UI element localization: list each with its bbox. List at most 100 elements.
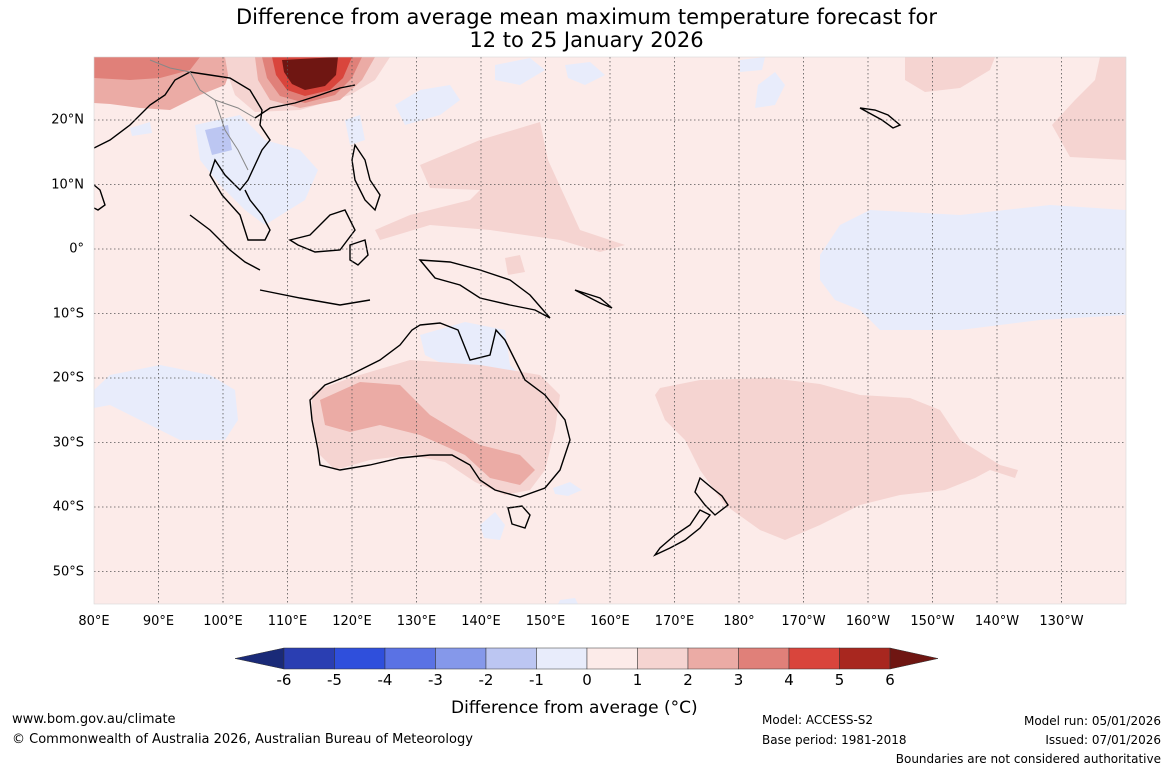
- colorbar-tick-label: -4: [377, 671, 393, 689]
- copyright-notice: © Commonwealth of Australia 2026, Austra…: [12, 732, 473, 747]
- coast-india: [94, 184, 106, 211]
- colorbar-title: Difference from average (°C): [451, 698, 698, 718]
- chart-title-line1: Difference from average mean maximum tem…: [236, 5, 937, 29]
- cool-patch-north-1: [495, 58, 545, 85]
- longitude-label: 140°E: [461, 614, 501, 629]
- cool-region-indian-ocean: [94, 365, 238, 440]
- warm-region-western-australia-core: [320, 382, 535, 485]
- longitude-label: 150°E: [525, 614, 566, 629]
- warm-region-north-pacific: [905, 57, 995, 92]
- cool-patch-north-4: [755, 72, 785, 108]
- colorbar-tick-label: -6: [276, 671, 292, 689]
- warm-region-core-max: [282, 57, 338, 90]
- border-himalaya: [149, 59, 191, 73]
- colorbar-tick-label: -3: [428, 671, 443, 689]
- colorbar-tick-label: 1: [632, 671, 643, 689]
- cool-region-central-pacific: [820, 205, 1126, 330]
- cool-region-thailand: [205, 125, 232, 155]
- colorbar-tick-label: -2: [478, 671, 494, 689]
- warm-region-south-pacific: [655, 378, 1018, 540]
- colorbar-tick-label: 4: [784, 671, 794, 689]
- coast-java: [259, 289, 371, 306]
- map-frame: [93, 56, 1127, 605]
- longitude-label: 180°: [723, 614, 755, 629]
- colorbar-swatch: [283, 647, 335, 670]
- graticule: [94, 57, 1126, 604]
- coast-new-guinea: [418, 259, 551, 319]
- cool-patch-philippines: [345, 115, 365, 145]
- latitude-label: 50°S: [52, 564, 84, 579]
- colorbar-tick-label: -1: [529, 671, 544, 689]
- colorbar-swatch: [334, 647, 386, 670]
- warm-patch-new-guinea: [505, 255, 525, 275]
- chart-title-line2: 12 to 25 January 2026: [469, 28, 704, 52]
- colorbar-swatch: [738, 647, 790, 670]
- colorbar-tick-label: 3: [733, 671, 744, 689]
- latitude-label: 20°N: [51, 112, 84, 128]
- latitude-label: 20°S: [52, 370, 84, 386]
- colorbar-title-prefix: Difference from average (: [451, 698, 671, 718]
- cool-patch-tasman: [553, 482, 582, 496]
- coast-australia: [309, 322, 571, 498]
- latitude-label: 30°S: [52, 435, 84, 450]
- colorbar-swatch: [536, 647, 588, 670]
- longitude-label: 120°E: [332, 614, 372, 629]
- coast-borneo: [288, 209, 356, 253]
- model-run-date: Model run: 05/01/2026: [1023, 714, 1161, 728]
- coast-sulawesi: [349, 239, 369, 266]
- warm-region-inland-china: [94, 57, 200, 80]
- base-period: Base period: 1981-2018: [762, 733, 907, 747]
- longitude-label: 130°W: [1039, 614, 1084, 629]
- colorbar-swatch: [485, 647, 537, 670]
- coast-nz-south-island: [652, 509, 712, 557]
- issued-date: Issued: 07/01/2026: [1045, 733, 1161, 747]
- coast-southeast-asia: [94, 71, 271, 241]
- longitude-label: 100°E: [203, 614, 243, 629]
- colorbar: [234, 647, 939, 670]
- bom-url-link[interactable]: www.bom.gov.au/climate: [12, 712, 176, 727]
- cool-patch-bay-of-bengal: [130, 122, 152, 136]
- latitude-label: 10°S: [52, 306, 84, 321]
- model-name: Model: ACCESS-S2: [762, 713, 874, 727]
- coast-solomon-islands: [574, 289, 613, 309]
- colorbar-tick-label: 5: [834, 671, 845, 689]
- longitude-label: 170°E: [654, 614, 695, 629]
- colorbar-swatch: [839, 647, 891, 670]
- longitude-label: 170°W: [781, 614, 826, 629]
- colorbar-swatch: [384, 647, 436, 670]
- latitude-label: 40°S: [52, 499, 84, 515]
- anomaly-field: [94, 57, 1126, 604]
- boundaries-disclaimer: Boundaries are not considered authoritat…: [895, 752, 1161, 766]
- cool-patch-southern-ocean: [480, 512, 505, 540]
- longitude-label: 160°W: [845, 614, 891, 629]
- colorbar-tick-label: 6: [885, 671, 895, 689]
- longitude-label: 110°E: [267, 614, 308, 629]
- cool-patch-philippine-sea: [395, 85, 460, 125]
- colorbar-swatch: [889, 647, 939, 670]
- colorbar-tick-label: 0: [582, 671, 592, 689]
- longitude-label: 160°E: [590, 614, 630, 629]
- colorbar-swatch: [435, 647, 487, 670]
- longitude-label: 80°E: [78, 614, 110, 629]
- colorbar-title-suffix: ): [691, 698, 698, 718]
- longitude-label: 90°E: [142, 614, 175, 629]
- warm-region-northeast-pacific: [1052, 57, 1126, 160]
- colorbar-swatch: [234, 647, 285, 670]
- latitude-label: 10°N: [51, 177, 84, 192]
- country-borders: [149, 59, 256, 171]
- colorbar-swatch: [687, 647, 739, 670]
- latitude-label: 0°: [69, 241, 84, 257]
- cool-patch-far-south: [558, 598, 578, 604]
- coastlines: [94, 71, 902, 557]
- colorbar-swatch: [788, 647, 840, 670]
- cool-patch-north-3: [740, 57, 765, 72]
- border-laos-vietnam: [214, 99, 249, 171]
- cool-patch-north-2: [565, 62, 605, 85]
- longitude-label: 150°W: [910, 614, 955, 629]
- colorbar-unit: °C: [670, 698, 692, 718]
- warm-region-west-pacific-equator: [375, 122, 625, 252]
- coast-south-china: [254, 84, 356, 119]
- colorbar-tick-label: -5: [327, 671, 342, 689]
- coast-tasmania: [507, 505, 531, 529]
